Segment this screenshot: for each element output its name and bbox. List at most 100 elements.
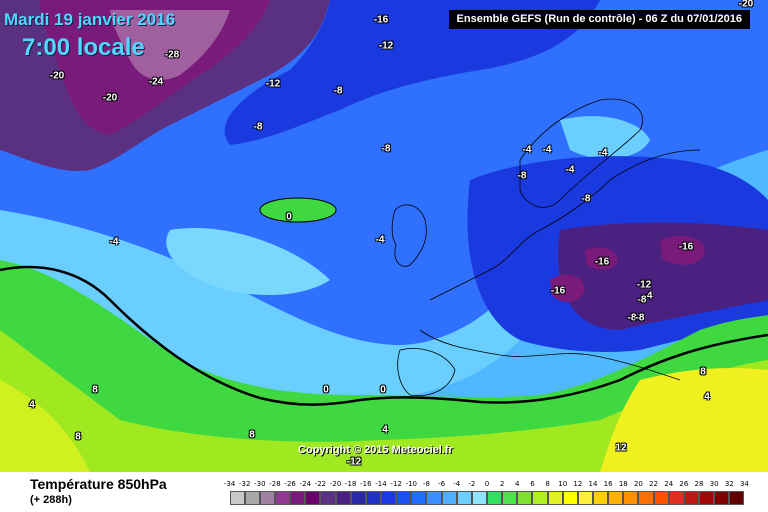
legend-swatch (244, 491, 260, 505)
legend-value: 22 (649, 480, 659, 488)
cold-pocket-2 (660, 236, 705, 265)
legend-value: -2 (468, 480, 476, 488)
east-europe-violet (558, 222, 768, 330)
legend-value: 28 (694, 480, 704, 488)
legend-value: 12 (573, 480, 583, 488)
warm-zone-lime (0, 330, 768, 472)
legend-swatch (502, 491, 518, 505)
contour-label: -8 (581, 193, 591, 205)
contour-label: 8 (249, 429, 255, 441)
legend-swatch (426, 491, 442, 505)
legend-swatch (562, 491, 578, 505)
legend-swatch (350, 491, 366, 505)
legend-value: -34 (223, 480, 236, 488)
footer-bar: Température 850hPa (+ 288h) -34 -32 -30 -2 8… (0, 472, 768, 512)
legend-swatch (683, 491, 699, 505)
coastline-iberia (397, 348, 456, 397)
legend-value: -8 (422, 480, 430, 488)
legend-value: -6 (438, 480, 446, 488)
model-run-label: Ensemble GEFS (Run de contrôle) - 06 Z d… (448, 10, 750, 29)
legend-swatch (714, 491, 730, 505)
contour-label: -20 (102, 92, 118, 104)
legend-swatch (381, 491, 397, 505)
contour-label: 0 (323, 384, 329, 396)
contour-label: -16 (550, 285, 566, 297)
contour-label: 0 (286, 211, 292, 223)
legend-value: -20 (329, 480, 342, 488)
legend-value: -10 (405, 480, 417, 488)
coastline-uk (391, 204, 427, 267)
legend-swatch (623, 491, 639, 505)
legend-value: 2 (499, 480, 505, 488)
legend-swatch (335, 491, 351, 505)
legend-value: -26 (284, 480, 296, 488)
legend-value: 32 (724, 480, 734, 488)
legend-swatch (365, 491, 381, 505)
contour-label: -8 (381, 143, 391, 155)
legend-swatch (259, 491, 275, 505)
contour-label: -8 (333, 85, 343, 97)
contour-label: -8 (635, 312, 645, 324)
contour-label: 8 (700, 366, 706, 378)
zero-isotherm-patch (259, 197, 337, 223)
legend-swatch (547, 491, 563, 505)
contour-label: -4 (643, 290, 653, 302)
legend-swatch (532, 491, 548, 505)
warm-zone-green (0, 260, 768, 472)
contour-label: -8 (253, 121, 263, 133)
contour-label: -8 (517, 170, 527, 182)
contour-label: -16 (678, 241, 694, 253)
contour-label: 8 (75, 431, 81, 443)
legend-swatch (229, 491, 245, 505)
contour-label: -16 (373, 14, 389, 26)
legend-value: -24 (299, 480, 311, 488)
legend-value: 8 (545, 480, 550, 488)
legend-value: 0 (484, 480, 490, 488)
contour-label: -20 (49, 70, 65, 82)
contour-label: -4 (522, 144, 532, 156)
contour-label: -12 (378, 40, 394, 52)
zero-isotherm-line (0, 265, 768, 406)
contour-label: -12 (346, 456, 362, 468)
cold-pocket-1 (550, 274, 585, 302)
coastline-scandinavia (519, 98, 643, 208)
legend-swatch (396, 491, 412, 505)
legend-value: 30 (709, 480, 719, 488)
legend-swatch (320, 491, 336, 505)
legend-swatch (471, 491, 487, 505)
forecast-time: 7:00 locale (22, 34, 145, 61)
legend-swatch (411, 491, 427, 505)
legend-swatch (593, 491, 609, 505)
legend-swatch (577, 491, 593, 505)
contour-label: -24 (148, 76, 164, 88)
greenland-pink-core (110, 10, 230, 80)
contour-label: -20 (738, 0, 754, 10)
legend-value: -4 (453, 480, 461, 488)
legend-swatch (729, 491, 745, 505)
contour-label: -4 (565, 164, 575, 176)
lead-time: (+ 288h) (30, 494, 72, 506)
legend-swatch (275, 491, 291, 505)
variable-title: Température 850hPa (30, 476, 167, 492)
arctic-deep-blue (224, 0, 600, 145)
legend-swatch (608, 491, 624, 505)
legend-value: -32 (238, 480, 251, 488)
legend-value: 18 (618, 480, 628, 488)
legend-swatch (305, 491, 321, 505)
legend-value: -30 (254, 480, 266, 488)
forecast-date: Mardi 19 janvier 2016 (4, 10, 176, 29)
temperature-map (0, 0, 768, 472)
contour-label: -12 (265, 78, 281, 90)
legend-value: 14 (588, 480, 598, 488)
legend-swatch (441, 491, 457, 505)
contour-label: -4 (109, 236, 119, 248)
contour-label: 12 (615, 442, 627, 454)
legend-value: 24 (664, 480, 674, 488)
warm-zone-yellow (600, 368, 768, 472)
legend-value: -14 (375, 480, 387, 488)
legend-value: -18 (344, 480, 357, 488)
contour-label: -8 (637, 294, 647, 306)
cyan-patch-center (166, 228, 330, 295)
legend-value: -12 (390, 480, 402, 488)
